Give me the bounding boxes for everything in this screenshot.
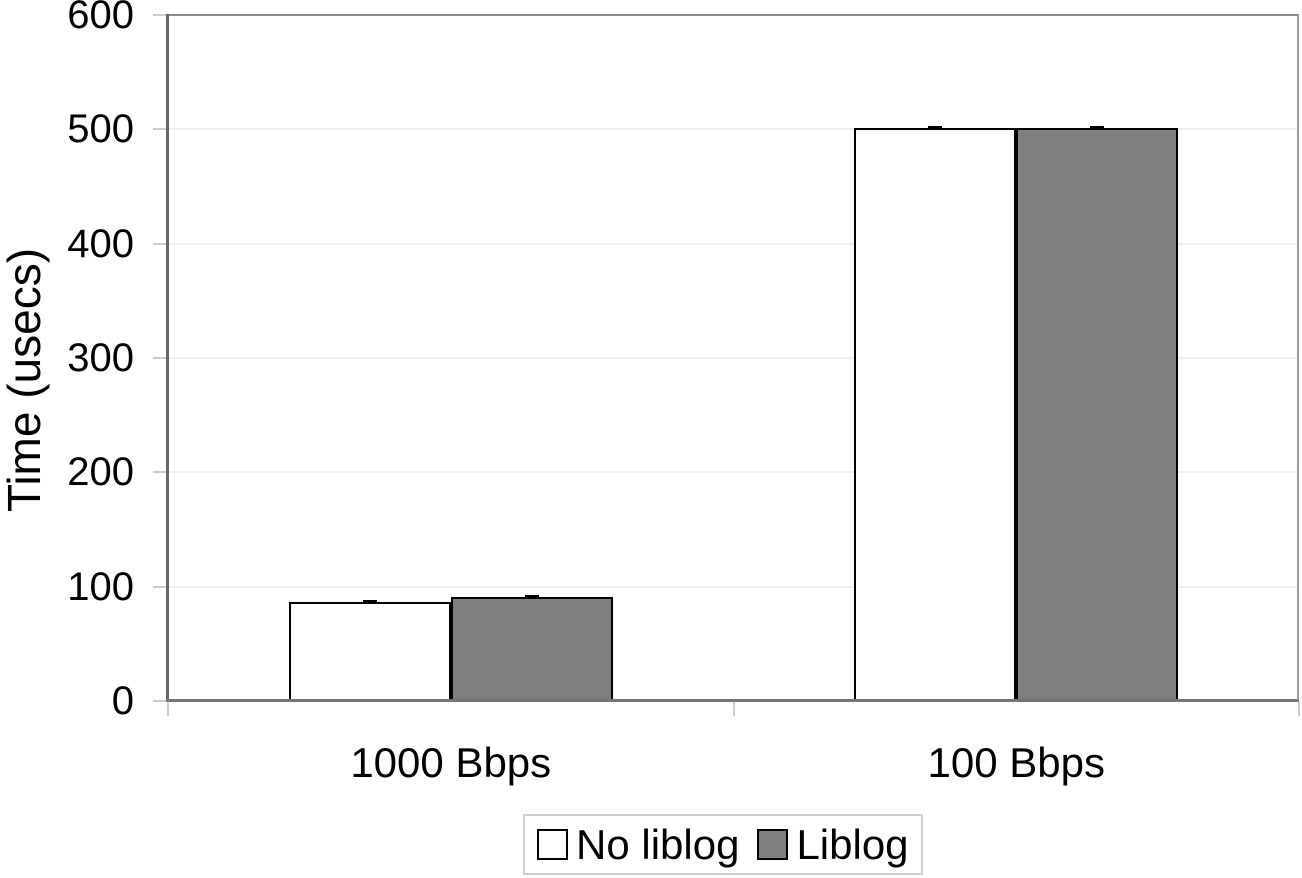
- legend-label: Liblog: [796, 820, 909, 868]
- gridline-300: [169, 357, 1297, 359]
- y-tick-label-300: 300: [67, 336, 134, 380]
- y-tick-0: [153, 700, 167, 702]
- gridline-100: [169, 585, 1297, 588]
- plot-border-top: [168, 14, 1299, 16]
- y-tick-label-100: 100: [67, 564, 134, 609]
- y-tick-500: [153, 128, 167, 131]
- y-tick-300: [153, 357, 167, 359]
- error-bar-cap-1-1: [1090, 126, 1105, 131]
- bar-no-liblog-1: [854, 128, 1017, 701]
- y-tick-label-400: 400: [67, 221, 134, 266]
- x-tick-0: [167, 702, 169, 716]
- y-tick-label-600: 600: [67, 0, 134, 37]
- legend: No liblog Liblog: [523, 814, 923, 875]
- legend-swatch-icon: [537, 829, 568, 860]
- gridline-400: [169, 242, 1297, 245]
- bar-no-liblog-0: [288, 601, 451, 701]
- plot-border-right: [1297, 14, 1299, 702]
- legend-item-liblog: Liblog: [757, 820, 909, 868]
- y-axis-line: [166, 14, 169, 702]
- x-category-label-1: 100 Bbps: [927, 739, 1105, 786]
- bar-liblog-1: [1016, 128, 1179, 701]
- legend-item-no-liblog: No liblog: [537, 820, 740, 868]
- error-bar-cap-0-0: [362, 599, 377, 604]
- y-tick-200: [153, 471, 167, 474]
- x-category-label-0: 1000 Bbps: [350, 739, 552, 786]
- legend-swatch-icon: [757, 829, 789, 860]
- y-tick-label-200: 200: [67, 450, 134, 495]
- gridline-500: [169, 128, 1297, 131]
- y-tick-label-500: 500: [67, 107, 134, 152]
- y-tick-600: [153, 14, 167, 16]
- legend-label: No liblog: [576, 820, 740, 868]
- y-tick-label-0: 0: [111, 679, 134, 723]
- y-tick-100: [153, 585, 167, 588]
- error-bar-cap-0-1: [928, 126, 943, 131]
- x-tick-2: [1298, 702, 1300, 716]
- x-axis-line: [166, 699, 1299, 702]
- error-bar-cap-1-0: [524, 594, 539, 599]
- gridline-200: [169, 471, 1297, 474]
- x-tick-1: [732, 702, 735, 716]
- bar-liblog-0: [450, 596, 613, 701]
- y-tick-400: [153, 242, 167, 245]
